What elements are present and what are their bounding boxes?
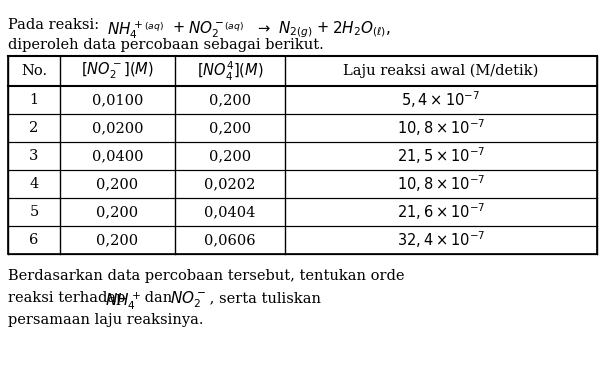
Text: 0,200: 0,200 [209, 149, 251, 163]
Text: Berdasarkan data percobaan tersebut, tentukan orde: Berdasarkan data percobaan tersebut, ten… [8, 269, 405, 283]
Text: $21,6\times 10^{-7}$: $21,6\times 10^{-7}$ [397, 201, 485, 222]
Text: $[NO_4^4](M)$: $[NO_4^4](M)$ [197, 59, 263, 83]
Text: 0,0400: 0,0400 [92, 149, 143, 163]
Text: $_{(aq)}$: $_{(aq)}$ [144, 20, 164, 33]
Text: 6: 6 [29, 233, 39, 247]
Text: 5: 5 [30, 205, 39, 219]
Text: 4: 4 [30, 177, 39, 191]
Text: $21,5\times 10^{-7}$: $21,5\times 10^{-7}$ [397, 146, 485, 166]
Text: $NH_4^+$: $NH_4^+$ [105, 290, 141, 312]
Text: $32,4\times 10^{-7}$: $32,4\times 10^{-7}$ [397, 230, 485, 251]
Text: No.: No. [21, 64, 47, 78]
Text: $[NO_2^-](M)$: $[NO_2^-](M)$ [81, 61, 154, 81]
Text: Laju reaksi awal (M/detik): Laju reaksi awal (M/detik) [343, 64, 538, 78]
Text: 0,0606: 0,0606 [204, 233, 256, 247]
Text: 0,0202: 0,0202 [204, 177, 256, 191]
Text: $NH_4^+$: $NH_4^+$ [107, 19, 143, 41]
Text: $NO_2^-$: $NO_2^-$ [170, 290, 206, 310]
Text: 0,200: 0,200 [96, 233, 139, 247]
Text: dan: dan [140, 291, 177, 305]
Text: diperoleh data percobaan sebagai berikut.: diperoleh data percobaan sebagai berikut… [8, 38, 324, 52]
Text: 0,200: 0,200 [96, 177, 139, 191]
Text: $_{(aq)}$: $_{(aq)}$ [224, 20, 244, 33]
Bar [8, 56, 597, 254]
Text: $\rightarrow$: $\rightarrow$ [255, 20, 272, 35]
Text: $NO_2^-$: $NO_2^-$ [188, 19, 224, 39]
Text: $+$: $+$ [316, 20, 329, 35]
Text: $N_{2(g)}$: $N_{2(g)}$ [278, 19, 312, 40]
Text: reaksi terhadap: reaksi terhadap [8, 291, 130, 305]
Text: $10,8\times 10^{-7}$: $10,8\times 10^{-7}$ [397, 118, 485, 138]
Text: 0,0404: 0,0404 [204, 205, 256, 219]
Text: , serta tuliskan: , serta tuliskan [205, 291, 321, 305]
Text: Pada reaksi:: Pada reaksi: [8, 18, 103, 32]
Text: 1: 1 [30, 93, 39, 107]
Text: $+$: $+$ [172, 20, 185, 35]
Text: $2H_2O_{(\ell)},$: $2H_2O_{(\ell)},$ [332, 19, 391, 39]
Text: 0,200: 0,200 [96, 205, 139, 219]
Text: 2: 2 [30, 121, 39, 135]
Text: 0,0200: 0,0200 [92, 121, 143, 135]
Text: 0,200: 0,200 [209, 121, 251, 135]
Text: $5,4\times 10^{-7}$: $5,4\times 10^{-7}$ [402, 90, 480, 110]
Text: $10,8\times 10^{-7}$: $10,8\times 10^{-7}$ [397, 174, 485, 194]
Text: 0,200: 0,200 [209, 93, 251, 107]
Text: 0,0100: 0,0100 [92, 93, 143, 107]
Text: 3: 3 [29, 149, 39, 163]
Text: persamaan laju reaksinya.: persamaan laju reaksinya. [8, 313, 203, 327]
